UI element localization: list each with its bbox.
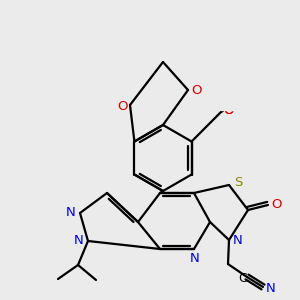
Bar bbox=[230, 90, 290, 110]
Text: N: N bbox=[190, 251, 200, 265]
Text: N: N bbox=[266, 281, 276, 295]
Text: methoxy: methoxy bbox=[231, 91, 267, 100]
Text: methoxy: methoxy bbox=[231, 89, 265, 98]
Bar bbox=[220, 85, 300, 110]
Text: N: N bbox=[74, 235, 84, 248]
Text: O: O bbox=[191, 83, 201, 97]
Text: S: S bbox=[234, 176, 242, 190]
Text: O: O bbox=[223, 103, 233, 116]
Text: O: O bbox=[272, 199, 282, 212]
Text: N: N bbox=[233, 235, 243, 248]
Text: C: C bbox=[238, 272, 247, 284]
Text: O: O bbox=[117, 100, 127, 112]
Text: O: O bbox=[223, 103, 233, 116]
Text: N: N bbox=[66, 206, 76, 220]
